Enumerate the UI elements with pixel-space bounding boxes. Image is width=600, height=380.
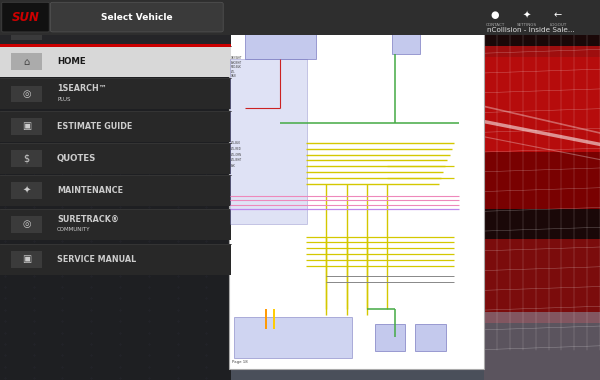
Text: YEL-WHT: YEL-WHT — [230, 158, 242, 162]
Bar — [11, 118, 42, 135]
Text: ▼: ▼ — [214, 28, 218, 34]
Bar — [0, 175, 231, 206]
Bar — [11, 53, 42, 70]
Bar — [0, 244, 231, 275]
Bar — [0, 143, 231, 174]
Text: ▣: ▣ — [22, 121, 31, 131]
Bar — [11, 23, 42, 40]
Text: nCollision - Inside Sale...: nCollision - Inside Sale... — [487, 27, 575, 33]
Bar — [11, 251, 42, 268]
Bar — [0, 111, 231, 142]
Bar — [0, 44, 231, 47]
Text: ⊞: ⊞ — [22, 26, 31, 36]
Text: ●: ● — [491, 10, 499, 20]
Bar — [0, 35, 231, 380]
Text: ✦: ✦ — [523, 10, 531, 20]
Bar — [0, 0, 600, 35]
Bar — [11, 86, 42, 102]
Bar — [415, 324, 446, 351]
Text: SURETRACK®: SURETRACK® — [57, 214, 119, 223]
FancyBboxPatch shape — [50, 2, 223, 32]
Text: ✦: ✦ — [22, 186, 31, 196]
Bar — [235, 317, 352, 358]
Text: YEL: YEL — [230, 70, 235, 74]
Bar — [484, 312, 600, 380]
Bar — [484, 0, 600, 380]
Text: MAINTENANCE: MAINTENANCE — [57, 186, 123, 195]
Text: Select Vehicle: Select Vehicle — [101, 13, 173, 22]
Text: Page 18: Page 18 — [232, 360, 248, 364]
Bar — [484, 46, 600, 152]
Text: YEL-RED: YEL-RED — [230, 147, 241, 151]
Text: a/f s: a/f s — [235, 6, 241, 10]
Bar — [374, 324, 405, 351]
Text: ◎: ◎ — [22, 219, 31, 229]
Bar — [230, 59, 307, 224]
Text: ▣: ▣ — [22, 254, 31, 264]
Bar — [0, 46, 231, 77]
Text: BLK: BLK — [230, 164, 235, 168]
Text: 1SEARCH™: 1SEARCH™ — [57, 84, 107, 93]
Bar — [11, 182, 42, 199]
Text: CONTACT: CONTACT — [485, 23, 505, 27]
Text: ESTIMATE GUIDE: ESTIMATE GUIDE — [57, 122, 132, 131]
Text: RED-BLK: RED-BLK — [230, 65, 241, 69]
Text: SETTINGS: SETTINGS — [517, 23, 537, 27]
Text: SERVICE MANUAL: SERVICE MANUAL — [57, 255, 136, 264]
Bar — [0, 209, 231, 240]
Text: ◎: ◎ — [22, 89, 31, 99]
Text: ⌂: ⌂ — [23, 57, 29, 66]
Text: PLUS: PLUS — [57, 97, 71, 102]
Bar — [0, 78, 231, 109]
Text: YEL-GRN: YEL-GRN — [230, 152, 241, 157]
FancyBboxPatch shape — [2, 2, 49, 32]
Bar — [484, 57, 600, 209]
Text: GRN: GRN — [230, 74, 236, 78]
Text: SUN: SUN — [11, 11, 40, 24]
Text: $: $ — [23, 154, 29, 163]
Text: BLK-WHT: BLK-WHT — [230, 61, 242, 65]
Text: YEL-BLK: YEL-BLK — [230, 141, 241, 144]
Text: HOME: HOME — [57, 57, 86, 66]
Bar — [229, 6, 484, 369]
Bar — [245, 25, 316, 59]
Text: COMMUNITY: COMMUNITY — [57, 227, 91, 232]
Text: GRY-WHT: GRY-WHT — [230, 56, 242, 60]
Bar — [392, 25, 421, 54]
Text: SELECT MODULE: SELECT MODULE — [57, 27, 128, 36]
Bar — [0, 16, 231, 47]
Text: QUOTES: QUOTES — [57, 154, 97, 163]
Text: LOGOUT: LOGOUT — [550, 23, 566, 27]
Bar — [11, 216, 42, 233]
Bar — [484, 239, 600, 323]
Bar — [11, 150, 42, 167]
Text: ←: ← — [554, 10, 562, 20]
